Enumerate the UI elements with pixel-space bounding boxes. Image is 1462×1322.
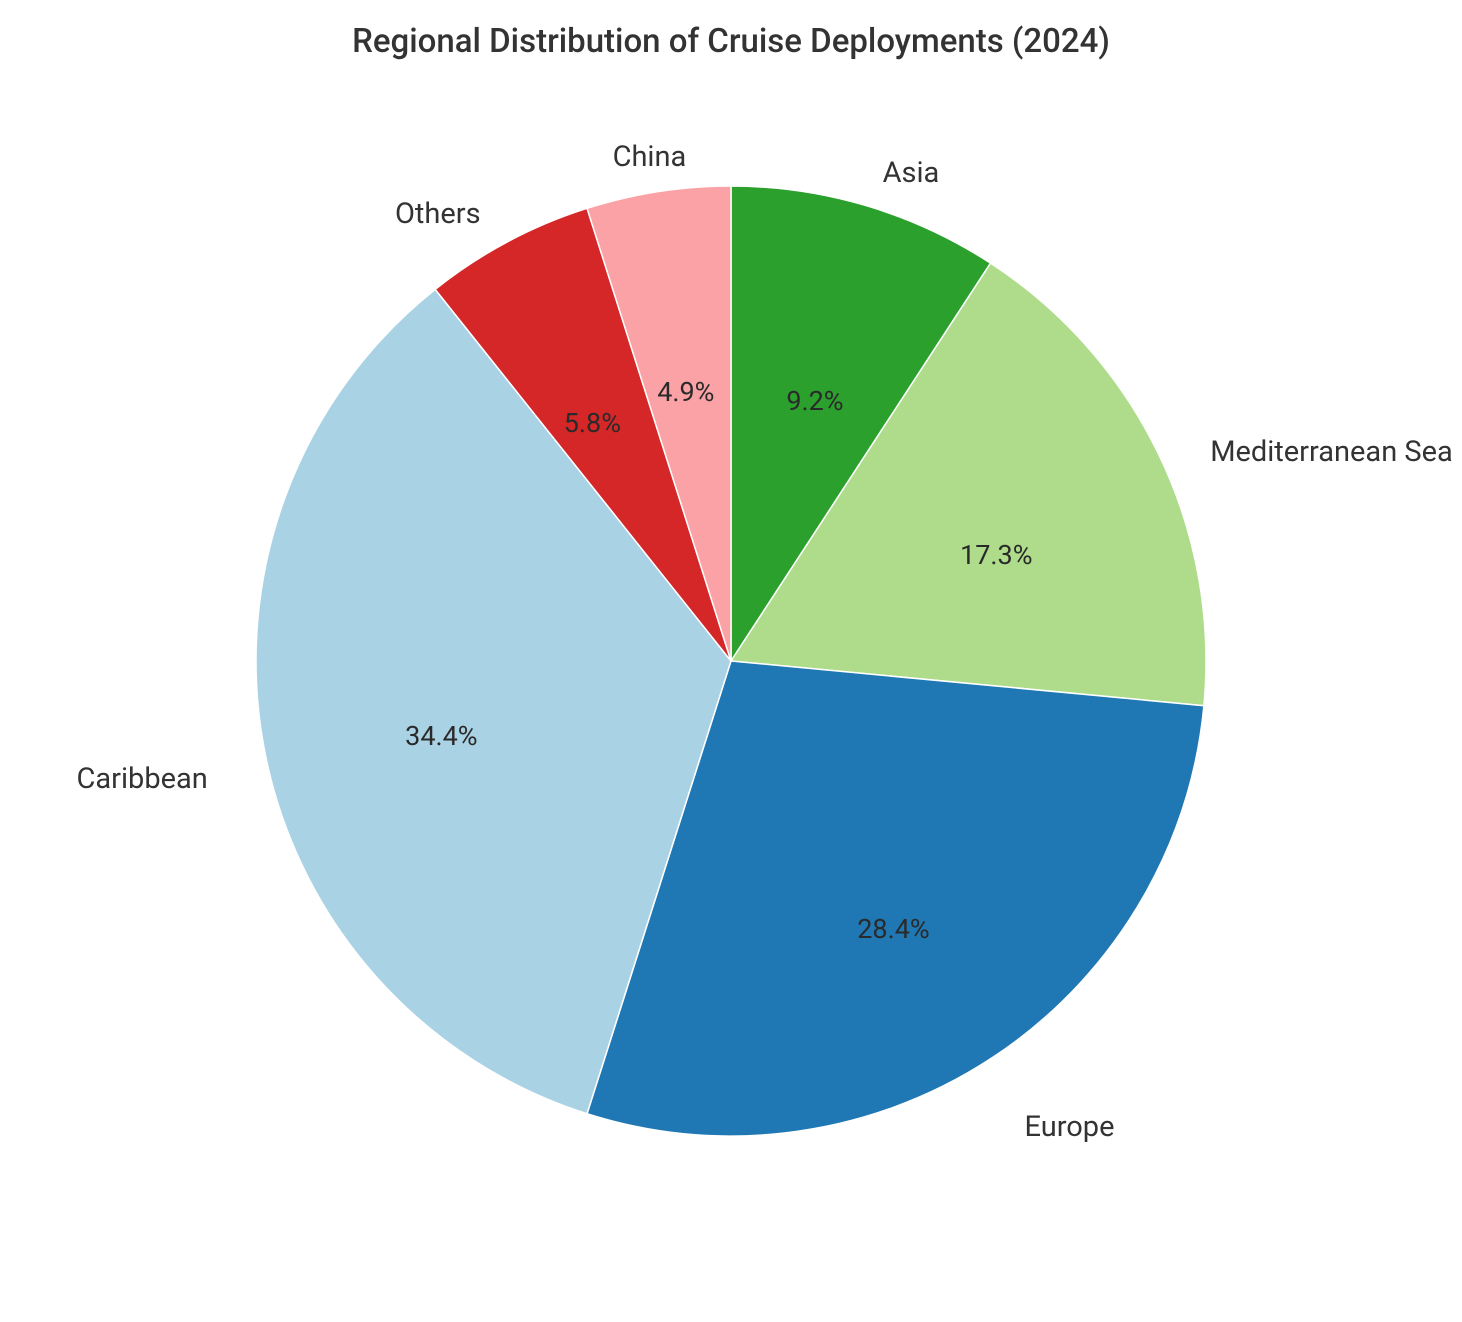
slice-label: China [613, 140, 687, 174]
slice-percentage: 17.3% [960, 539, 1032, 571]
slice-percentage: 28.4% [857, 913, 929, 945]
slice-percentage: 9.2% [786, 385, 843, 417]
slice-percentage: 4.9% [657, 376, 714, 408]
pie-chart-svg [236, 166, 1226, 1156]
pie-chart-container: Regional Distribution of Cruise Deployme… [0, 0, 1462, 1322]
slice-percentage: 34.4% [405, 720, 477, 752]
slice-label: Asia [883, 156, 940, 190]
slice-label: Caribbean [77, 762, 208, 796]
slice-label: Others [395, 197, 481, 231]
slice-label: Mediterranean Sea [1210, 435, 1453, 469]
slice-label: Europe [1024, 1110, 1114, 1144]
slice-percentage: 5.8% [564, 407, 621, 439]
chart-title: Regional Distribution of Cruise Deployme… [352, 22, 1110, 61]
